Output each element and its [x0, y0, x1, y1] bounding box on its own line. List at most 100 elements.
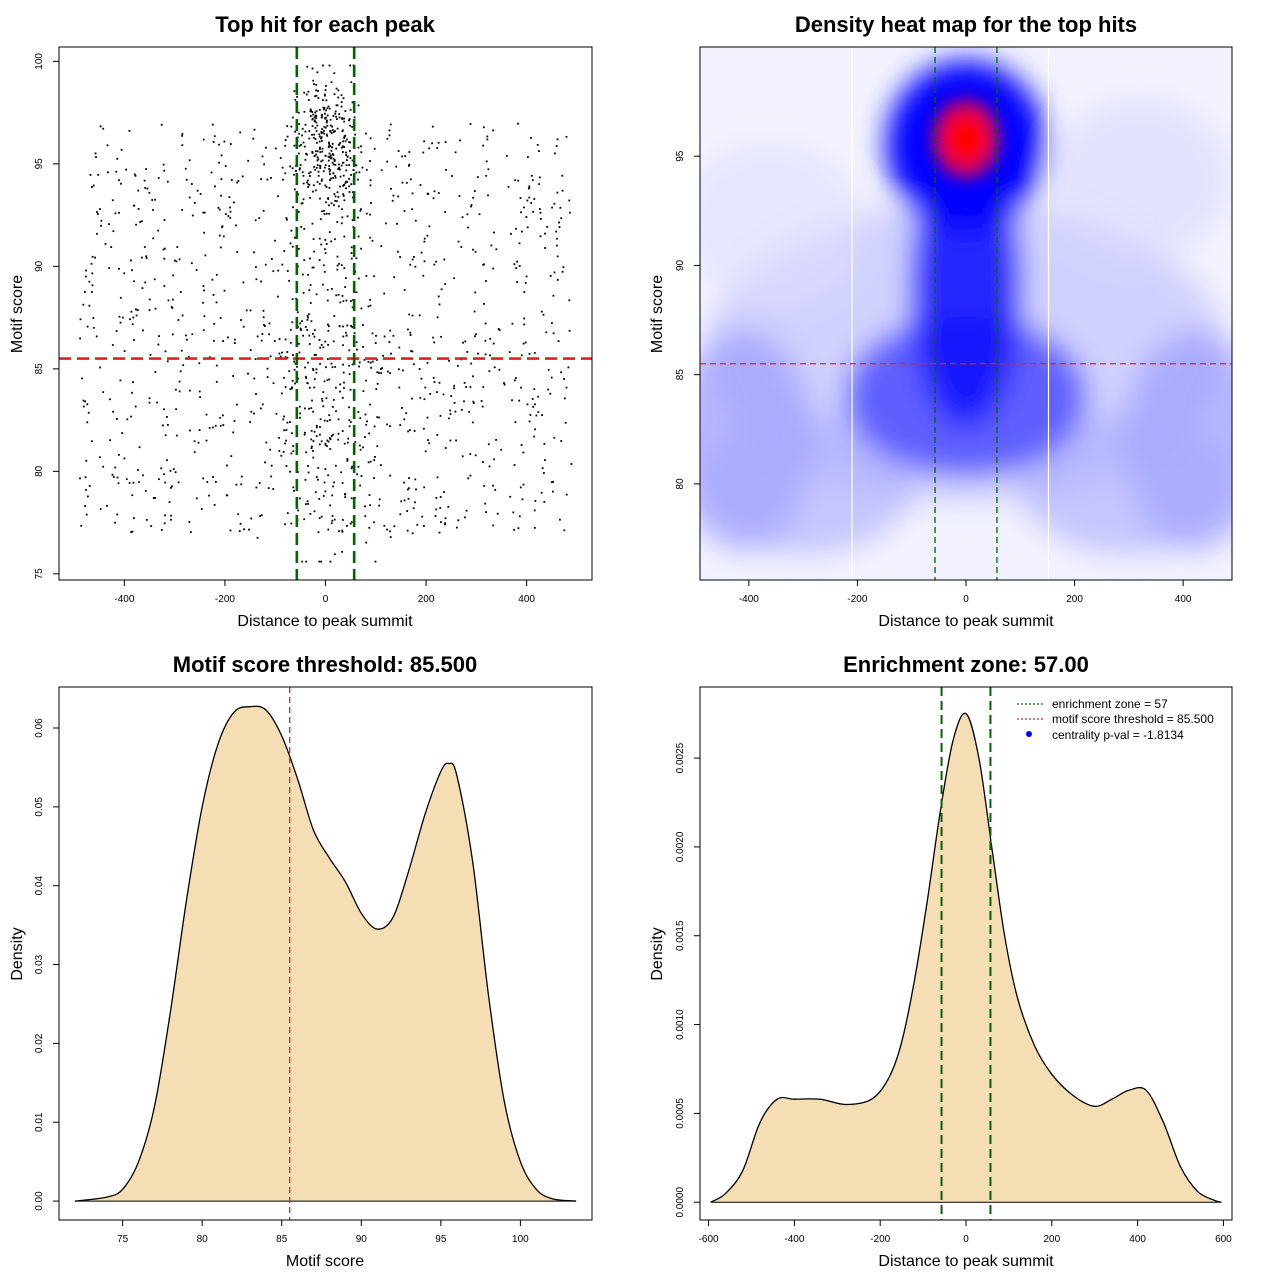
data-point	[386, 528, 388, 531]
data-point	[487, 443, 490, 446]
data-point	[465, 386, 467, 388]
data-point	[116, 476, 119, 479]
data-point	[219, 424, 222, 427]
data-point	[323, 213, 326, 215]
data-point	[474, 454, 477, 457]
data-point	[399, 513, 402, 516]
data-point	[152, 497, 155, 499]
data-point	[351, 191, 354, 194]
data-point	[527, 156, 529, 158]
data-point	[289, 242, 292, 245]
data-point	[325, 85, 327, 87]
y-tick-label: 0.0020	[675, 831, 686, 862]
data-point	[305, 377, 308, 379]
data-point	[370, 202, 372, 204]
y-tick-label: 85	[675, 369, 686, 381]
data-point	[518, 265, 521, 267]
data-point	[325, 120, 328, 123]
data-point	[337, 196, 340, 198]
data-point	[373, 147, 376, 150]
data-point	[541, 467, 544, 470]
data-point	[462, 341, 464, 344]
data-point	[340, 105, 343, 108]
data-point	[429, 393, 432, 395]
data-point	[80, 524, 83, 527]
data-point	[233, 420, 236, 422]
data-point	[471, 421, 474, 424]
data-point	[343, 235, 346, 238]
data-point	[286, 356, 289, 359]
data-point	[343, 387, 345, 389]
data-point	[405, 181, 408, 184]
data-point	[223, 289, 226, 292]
data-point	[219, 317, 222, 319]
data-point	[91, 284, 94, 287]
data-point	[327, 325, 330, 328]
data-point	[173, 259, 176, 262]
data-point	[305, 560, 308, 563]
data-point	[154, 371, 157, 373]
data-point	[118, 179, 120, 182]
chart-title: Enrichment zone: 57.00	[843, 652, 1089, 677]
data-point	[517, 122, 519, 125]
data-point	[199, 396, 201, 398]
data-point	[266, 367, 269, 370]
data-point	[95, 156, 97, 158]
data-point	[488, 370, 491, 373]
data-point	[357, 411, 360, 413]
legend-swatch-pval	[1026, 731, 1032, 737]
data-point	[469, 453, 472, 455]
data-point	[307, 503, 309, 505]
data-point	[423, 260, 426, 263]
data-point	[315, 150, 317, 153]
data-point	[160, 529, 163, 531]
data-point	[378, 504, 380, 507]
data-point	[213, 504, 216, 506]
data-point	[214, 424, 217, 427]
data-point	[310, 438, 313, 441]
data-point	[436, 316, 439, 319]
data-point	[386, 370, 389, 373]
data-point	[330, 362, 333, 365]
x-tick-label: 400	[1175, 594, 1192, 605]
data-point	[457, 365, 459, 367]
data-point	[329, 154, 332, 157]
data-point	[316, 150, 319, 153]
data-point	[343, 146, 345, 148]
data-point	[328, 152, 331, 155]
data-point	[191, 183, 193, 185]
data-point	[329, 560, 332, 563]
data-point	[313, 386, 316, 389]
data-point	[350, 467, 353, 470]
data-point	[312, 79, 315, 82]
data-point	[86, 421, 89, 424]
data-point	[286, 125, 289, 127]
data-point	[293, 360, 295, 363]
y-tick-label: 0.0015	[675, 920, 686, 951]
data-point	[171, 307, 174, 309]
data-point	[330, 177, 332, 180]
data-point	[341, 482, 344, 484]
data-point	[534, 428, 536, 431]
data-point	[267, 487, 270, 489]
data-point	[85, 513, 88, 516]
data-point	[518, 515, 521, 518]
x-tick-label: 200	[1066, 594, 1083, 605]
data-point	[560, 217, 563, 220]
data-point	[130, 415, 132, 418]
data-point	[202, 211, 205, 214]
data-point	[306, 382, 309, 385]
data-point	[423, 398, 426, 401]
data-point	[211, 278, 214, 281]
data-point	[313, 250, 315, 253]
data-point	[291, 298, 294, 301]
data-point	[213, 340, 215, 342]
data-point	[389, 329, 392, 332]
data-point	[342, 97, 345, 100]
data-point	[325, 212, 328, 215]
data-point	[286, 512, 289, 514]
data-point	[346, 159, 348, 161]
data-point	[222, 414, 224, 417]
data-point	[325, 243, 328, 245]
data-point	[411, 314, 414, 317]
